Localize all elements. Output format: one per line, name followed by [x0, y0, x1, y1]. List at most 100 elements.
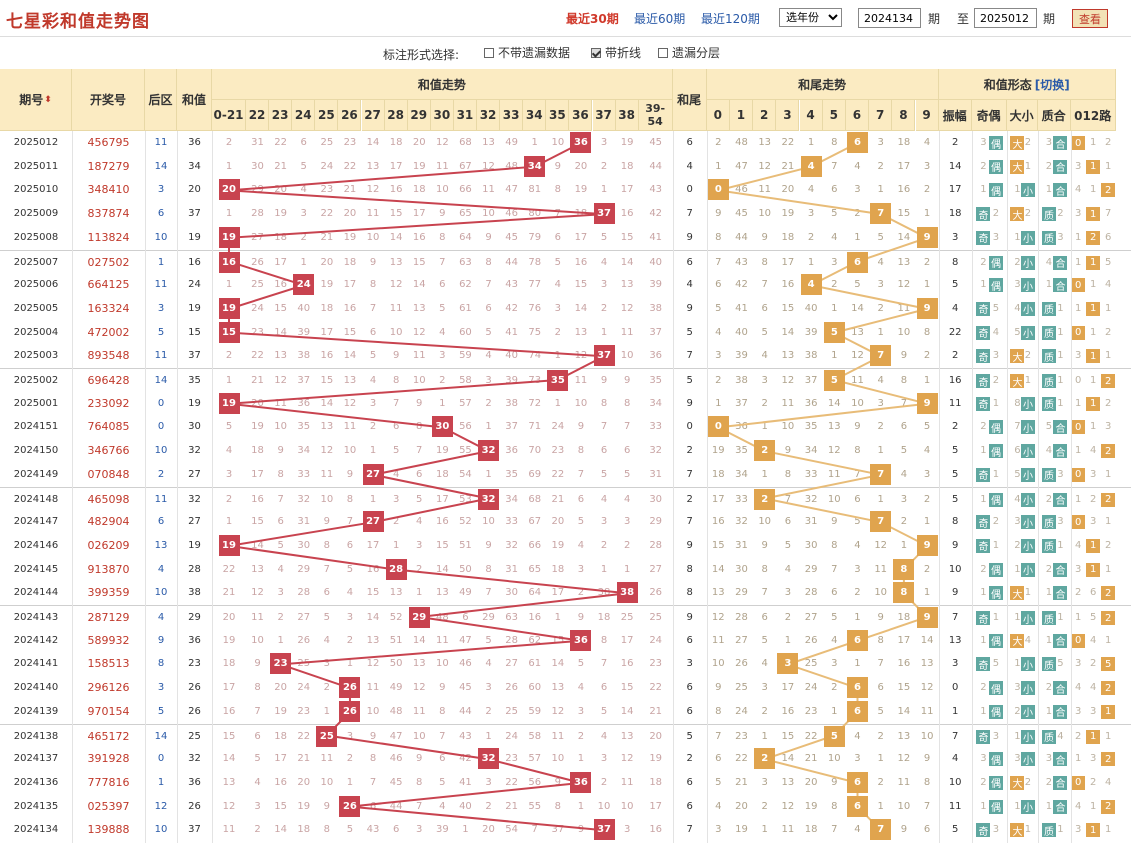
- amplitude-value: 5: [952, 468, 959, 480]
- sum-miss-value: 12: [551, 705, 565, 717]
- sum-miss-value: 78: [528, 256, 542, 268]
- tail-miss-value: 9: [831, 516, 838, 528]
- tail-miss-value: 8: [784, 468, 792, 480]
- amplitude-value: 8: [952, 256, 959, 268]
- sort-icon[interactable]: ⬍: [44, 94, 52, 105]
- tail-miss-value: 25: [735, 682, 748, 694]
- route-badge: 0: [1071, 775, 1086, 790]
- tail-value: 9: [686, 612, 693, 623]
- big-small-miss: 1: [1014, 658, 1021, 670]
- table-row: 2024134 139888 10 37 11 2 14 18 8 5 43 6 3 39 1 20 54 7 37…: [0, 818, 1131, 843]
- back-area: 11: [154, 493, 168, 505]
- tail-miss-value: 2: [923, 563, 931, 575]
- sum-miss-value: 3: [225, 468, 233, 480]
- amplitude-value: 11: [948, 397, 962, 409]
- sum-miss-value: 4: [485, 658, 492, 670]
- sum-miss-value: 49: [459, 587, 472, 599]
- route-miss: 1: [1075, 753, 1082, 765]
- sum-hit-marker: 19: [218, 297, 240, 319]
- option-layered-checkbox[interactable]: [658, 47, 668, 58]
- option-no-miss-checkbox[interactable]: [484, 47, 494, 58]
- period-120-link[interactable]: 最近120期: [701, 12, 760, 26]
- tail-miss-value: 3: [854, 753, 861, 765]
- sum-miss-value: 32: [505, 539, 518, 551]
- sum-value: 27: [188, 468, 201, 480]
- route-miss: 4: [1075, 184, 1082, 196]
- period-60-link[interactable]: 最近60期: [634, 12, 686, 26]
- odd-even-badge: 奇: [976, 729, 991, 744]
- amplitude-value: 2: [952, 137, 959, 148]
- table-row: 2025007 027502 1 16 16 26 17 1 20 18 9 13 15 7 63 8 44 78…: [0, 249, 1131, 274]
- prime-composite-miss: 3: [1045, 753, 1053, 765]
- option-layered[interactable]: 遗漏分层: [658, 44, 720, 61]
- sum-miss-value: 55: [459, 445, 472, 457]
- sum-miss-value: 56: [528, 776, 542, 788]
- route-badge: 1: [1086, 159, 1101, 174]
- sum-miss-value: 20: [297, 776, 311, 788]
- sum-miss-value: 33: [505, 516, 518, 528]
- odd-even-badge: 奇: [976, 515, 991, 530]
- sum-miss-value: 7: [485, 279, 492, 291]
- winning-number: 233092: [87, 396, 130, 410]
- option-no-miss[interactable]: 不带遗漏数据: [484, 44, 570, 61]
- amplitude-value: 2: [952, 350, 959, 362]
- sum-miss-value: 3: [300, 208, 307, 220]
- tail-miss-value: 15: [711, 539, 725, 551]
- route-miss: 2: [1090, 658, 1097, 670]
- to-issue-input[interactable]: [974, 8, 1037, 28]
- option-line-checkbox[interactable]: [591, 47, 601, 58]
- view-button[interactable]: 查看: [1072, 9, 1108, 28]
- winning-number: 696428: [87, 374, 130, 387]
- sum-miss-value: 22: [251, 350, 264, 362]
- tail-miss-value: 6: [923, 824, 931, 836]
- sum-miss-value: 25: [649, 612, 663, 623]
- sum-miss-value: 14: [620, 256, 634, 268]
- odd-even-badge: 奇: [976, 230, 991, 245]
- sum-miss-value: 21: [274, 160, 287, 172]
- sum-miss-value: 18: [343, 256, 357, 268]
- sum-miss-value: 68: [528, 493, 542, 505]
- big-small-miss: 3: [1014, 279, 1021, 291]
- winning-number: 589932: [87, 633, 130, 647]
- from-issue-input[interactable]: [858, 8, 921, 28]
- tail-miss-value: 1: [715, 397, 722, 409]
- sum-miss-value: 51: [459, 539, 472, 551]
- option-line[interactable]: 带折线: [591, 44, 641, 61]
- tail-hit-marker: 7: [870, 511, 892, 533]
- prime-composite-miss: 1: [1045, 279, 1053, 291]
- route-miss: 2: [1075, 587, 1082, 599]
- back-area: 9: [157, 634, 165, 646]
- tail-miss-value: 2: [784, 612, 792, 623]
- route-miss: 2: [1105, 137, 1112, 148]
- sum-miss-value: 4: [277, 563, 284, 575]
- sum-miss-value: 1: [439, 397, 446, 409]
- tail-miss-value: 1: [877, 753, 884, 765]
- tail-miss-value: 7: [877, 658, 884, 670]
- switch-link[interactable]: [切换]: [1034, 77, 1070, 92]
- issue-cell: 2024135: [13, 800, 59, 812]
- route-miss: 1: [1105, 824, 1112, 836]
- sum-miss-value: 39: [297, 326, 311, 338]
- issue-cell: 2025008: [13, 231, 59, 243]
- issue-cell: 2025010: [13, 184, 59, 196]
- sum-miss-value: 10: [251, 634, 264, 646]
- sum-miss-value: 28: [649, 539, 663, 551]
- big-small-badge: 小: [1020, 183, 1035, 198]
- period-30-link[interactable]: 最近30期: [566, 12, 619, 26]
- sum-miss-value: 5: [416, 493, 423, 505]
- header-tail-col: 0: [706, 100, 730, 131]
- sum-miss-value: 5: [225, 421, 233, 433]
- tail-miss-value: 8: [831, 137, 838, 148]
- big-small-miss: 2: [1024, 137, 1032, 148]
- sum-miss-value: 10: [389, 326, 403, 338]
- sum-miss-value: 46: [459, 658, 472, 670]
- sum-miss-value: 41: [459, 776, 472, 788]
- year-select[interactable]: 选年份: [779, 8, 842, 27]
- tail-miss-value: 13: [920, 658, 934, 670]
- big-small-miss: 8: [1014, 397, 1021, 409]
- big-small-badge: 大: [1010, 349, 1025, 364]
- tail-miss-value: 2: [923, 350, 931, 362]
- sum-miss-value: 1: [225, 279, 233, 291]
- tail-value: 9: [686, 539, 693, 551]
- sum-miss-value: 40: [649, 256, 663, 268]
